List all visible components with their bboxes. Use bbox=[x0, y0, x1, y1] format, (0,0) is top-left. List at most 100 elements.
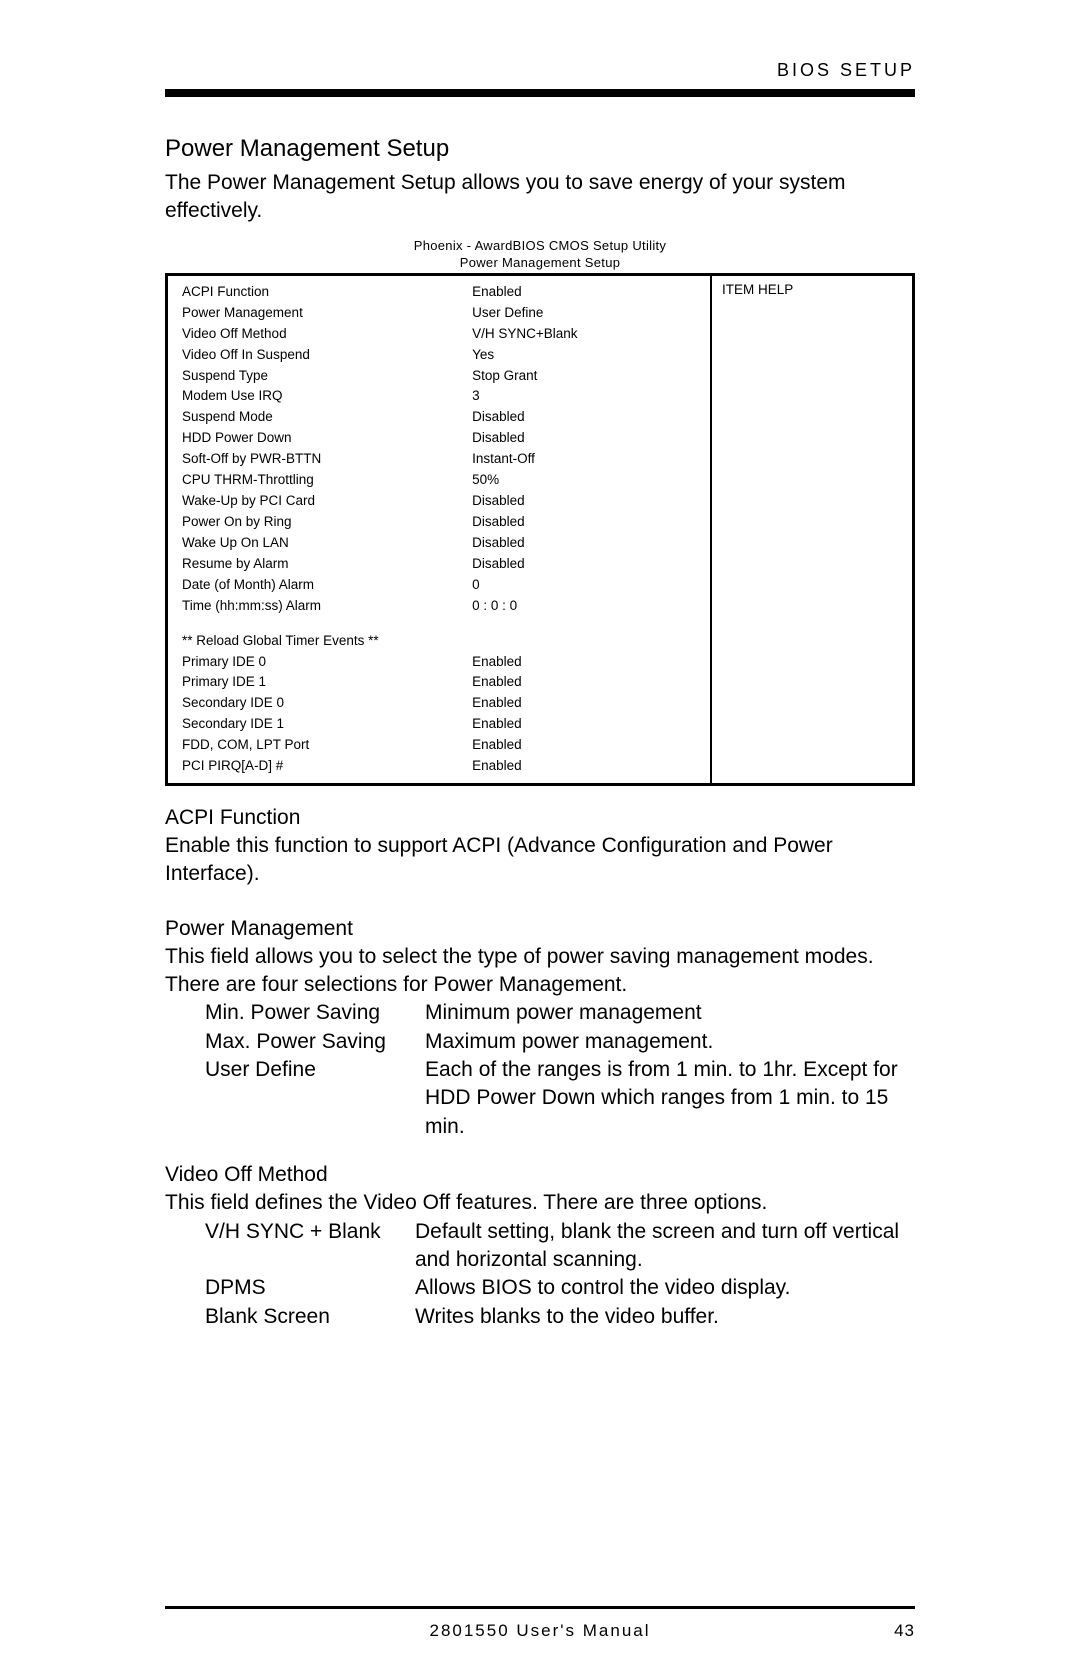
acpi-heading: ACPI Function bbox=[165, 806, 915, 830]
bios-setting-row: Suspend ModeDisabled bbox=[182, 407, 700, 428]
header-rule bbox=[165, 89, 915, 97]
bios-setting-row: FDD, COM, LPT PortEnabled bbox=[182, 735, 700, 756]
section-title: Power Management Setup bbox=[165, 135, 915, 163]
bios-setting-label: Wake Up On LAN bbox=[182, 533, 472, 554]
bios-setting-label: Wake-Up by PCI Card bbox=[182, 491, 472, 512]
bios-help-column: ITEM HELP bbox=[712, 276, 912, 783]
bios-setting-value: Instant-Off bbox=[472, 449, 700, 470]
bios-setting-label: FDD, COM, LPT Port bbox=[182, 735, 472, 756]
vom-option-name: DPMS bbox=[205, 1274, 415, 1302]
bios-setting-label: HDD Power Down bbox=[182, 428, 472, 449]
bios-setting-value: 0 bbox=[472, 575, 700, 596]
bios-setting-row: PCI PIRQ[A-D] #Enabled bbox=[182, 756, 700, 777]
page-number: 43 bbox=[894, 1621, 915, 1641]
bios-utility-title-2: Power Management Setup bbox=[165, 255, 915, 271]
bios-setting-label: PCI PIRQ[A-D] # bbox=[182, 756, 472, 777]
bios-setting-row: ACPI FunctionEnabled bbox=[182, 282, 700, 303]
bios-utility-title-1: Phoenix - AwardBIOS CMOS Setup Utility bbox=[165, 238, 915, 254]
bios-setting-row: Secondary IDE 1Enabled bbox=[182, 714, 700, 735]
vom-option-row: V/H SYNC + BlankDefault setting, blank t… bbox=[205, 1218, 915, 1275]
bios-setting-label: Suspend Mode bbox=[182, 407, 472, 428]
bios-setting-label: Power Management bbox=[182, 303, 472, 324]
bios-setting-value: Enabled bbox=[472, 672, 700, 693]
bios-setting-label: Time (hh:mm:ss) Alarm bbox=[182, 596, 472, 617]
bios-setting-value: Disabled bbox=[472, 554, 700, 575]
bios-setting-row: Modem Use IRQ3 bbox=[182, 386, 700, 407]
bios-setting-row: Power ManagementUser Define bbox=[182, 303, 700, 324]
vom-option-desc: Allows BIOS to control the video display… bbox=[415, 1274, 915, 1302]
bios-setting-row: Primary IDE 0Enabled bbox=[182, 652, 700, 673]
bios-setting-label: Suspend Type bbox=[182, 366, 472, 387]
item-help-label: ITEM HELP bbox=[722, 282, 902, 297]
bios-setting-value: Disabled bbox=[472, 407, 700, 428]
vom-option-name: V/H SYNC + Blank bbox=[205, 1218, 415, 1275]
pm-option-name: User Define bbox=[205, 1056, 425, 1141]
bios-setting-row: Secondary IDE 0Enabled bbox=[182, 693, 700, 714]
vom-option-row: Blank ScreenWrites blanks to the video b… bbox=[205, 1303, 915, 1331]
bios-setting-label: Secondary IDE 0 bbox=[182, 693, 472, 714]
bios-settings-column: ACPI FunctionEnabledPower ManagementUser… bbox=[168, 276, 712, 783]
bios-setting-value: Enabled bbox=[472, 735, 700, 756]
bios-setting-label: Primary IDE 0 bbox=[182, 652, 472, 673]
bios-setting-row: Resume by AlarmDisabled bbox=[182, 554, 700, 575]
bios-setting-label: Secondary IDE 1 bbox=[182, 714, 472, 735]
bios-setting-row: Power On by RingDisabled bbox=[182, 512, 700, 533]
bios-setting-value: Stop Grant bbox=[472, 366, 700, 387]
bios-setting-value: Enabled bbox=[472, 756, 700, 777]
bios-setting-label: Primary IDE 1 bbox=[182, 672, 472, 693]
footer-rule bbox=[165, 1606, 915, 1609]
bios-setting-row: Time (hh:mm:ss) Alarm0 : 0 : 0 bbox=[182, 596, 700, 617]
bios-setting-value: Enabled bbox=[472, 282, 700, 303]
bios-setting-row: Date (of Month) Alarm0 bbox=[182, 575, 700, 596]
footer-manual-label: 2801550 User's Manual bbox=[165, 1621, 915, 1641]
acpi-description: Enable this function to support ACPI (Ad… bbox=[165, 832, 915, 889]
bios-setting-label: Resume by Alarm bbox=[182, 554, 472, 575]
bios-setting-row: Wake-Up by PCI CardDisabled bbox=[182, 491, 700, 512]
bios-setting-label: Date (of Month) Alarm bbox=[182, 575, 472, 596]
intro-text: The Power Management Setup allows you to… bbox=[165, 169, 915, 226]
bios-setting-value: Disabled bbox=[472, 533, 700, 554]
vom-option-name: Blank Screen bbox=[205, 1303, 415, 1331]
page-header: BIOS SETUP bbox=[165, 60, 915, 81]
bios-setting-value: Disabled bbox=[472, 491, 700, 512]
pm-heading: Power Management bbox=[165, 917, 915, 941]
bios-setup-table: ACPI FunctionEnabledPower ManagementUser… bbox=[165, 273, 915, 786]
vom-option-desc: Writes blanks to the video buffer. bbox=[415, 1303, 915, 1331]
vom-heading: Video Off Method bbox=[165, 1163, 915, 1187]
vom-option-desc: Default setting, blank the screen and tu… bbox=[415, 1218, 915, 1275]
bios-setting-row: Wake Up On LANDisabled bbox=[182, 533, 700, 554]
bios-setting-value: Enabled bbox=[472, 652, 700, 673]
bios-setting-row: CPU THRM-Throttling50% bbox=[182, 470, 700, 491]
bios-setting-row: HDD Power DownDisabled bbox=[182, 428, 700, 449]
bios-setting-value: Enabled bbox=[472, 693, 700, 714]
bios-setting-value: 3 bbox=[472, 386, 700, 407]
pm-option-desc: Minimum power management bbox=[425, 999, 915, 1027]
bios-setting-label: ACPI Function bbox=[182, 282, 472, 303]
bios-setting-value: Yes bbox=[472, 345, 700, 366]
bios-setting-value: 50% bbox=[472, 470, 700, 491]
bios-setting-row: Video Off In SuspendYes bbox=[182, 345, 700, 366]
bios-setting-label: Soft-Off by PWR-BTTN bbox=[182, 449, 472, 470]
pm-option-row: Min. Power SavingMinimum power managemen… bbox=[205, 999, 915, 1027]
bios-setting-value: Disabled bbox=[472, 512, 700, 533]
bios-setting-value: Disabled bbox=[472, 428, 700, 449]
bios-subsection-header: ** Reload Global Timer Events ** bbox=[182, 631, 700, 652]
pm-option-name: Max. Power Saving bbox=[205, 1028, 425, 1056]
footer: 2801550 User's Manual 43 bbox=[165, 1621, 915, 1641]
bios-setting-value: Enabled bbox=[472, 714, 700, 735]
bios-setting-label: Video Off In Suspend bbox=[182, 345, 472, 366]
bios-setting-row: Soft-Off by PWR-BTTNInstant-Off bbox=[182, 449, 700, 470]
pm-option-desc: Each of the ranges is from 1 min. to 1hr… bbox=[425, 1056, 915, 1141]
pm-option-row: Max. Power SavingMaximum power managemen… bbox=[205, 1028, 915, 1056]
vom-option-row: DPMSAllows BIOS to control the video dis… bbox=[205, 1274, 915, 1302]
bios-setting-label: CPU THRM-Throttling bbox=[182, 470, 472, 491]
vom-description: This field defines the Video Off feature… bbox=[165, 1189, 915, 1217]
bios-setting-row: Suspend TypeStop Grant bbox=[182, 366, 700, 387]
bios-setting-label: Modem Use IRQ bbox=[182, 386, 472, 407]
pm-option-row: User DefineEach of the ranges is from 1 … bbox=[205, 1056, 915, 1141]
bios-setting-row: Primary IDE 1Enabled bbox=[182, 672, 700, 693]
pm-option-desc: Maximum power management. bbox=[425, 1028, 915, 1056]
bios-setting-label: Video Off Method bbox=[182, 324, 472, 345]
bios-setting-label: Power On by Ring bbox=[182, 512, 472, 533]
pm-description: This field allows you to select the type… bbox=[165, 943, 915, 1000]
